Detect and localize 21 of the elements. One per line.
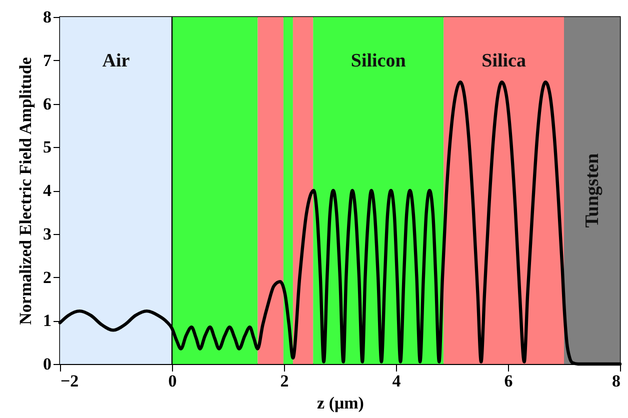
y-tick-label: 6 <box>43 94 52 114</box>
band-label: Air <box>102 50 130 72</box>
x-axis-title: z (μm) <box>317 394 364 412</box>
band-label: Silica <box>482 50 526 72</box>
x-tick-label: 6 <box>504 372 513 390</box>
y-tick-label: 3 <box>43 224 52 244</box>
y-tick-label: 8 <box>43 8 52 26</box>
x-tick-label: 0 <box>168 372 177 390</box>
x-tick-label: 8 <box>612 372 620 390</box>
y-tick-label: 5 <box>43 138 52 157</box>
x-tick-label: 2 <box>280 372 289 390</box>
y-tick-label: 1 <box>43 311 52 330</box>
y-tick-label: 4 <box>43 181 52 200</box>
x-tick-label: −2 <box>60 372 79 390</box>
y-tick-label: 2 <box>43 268 52 287</box>
y-tick-label: 0 <box>43 354 52 374</box>
x-tick-label: 4 <box>392 372 402 390</box>
y-tick-label: 7 <box>43 50 52 70</box>
band-label: Tungsten <box>582 152 603 228</box>
band-label: Silicon <box>350 50 406 72</box>
y-axis-title: Normalized Electric Field Amplitude <box>16 56 35 325</box>
